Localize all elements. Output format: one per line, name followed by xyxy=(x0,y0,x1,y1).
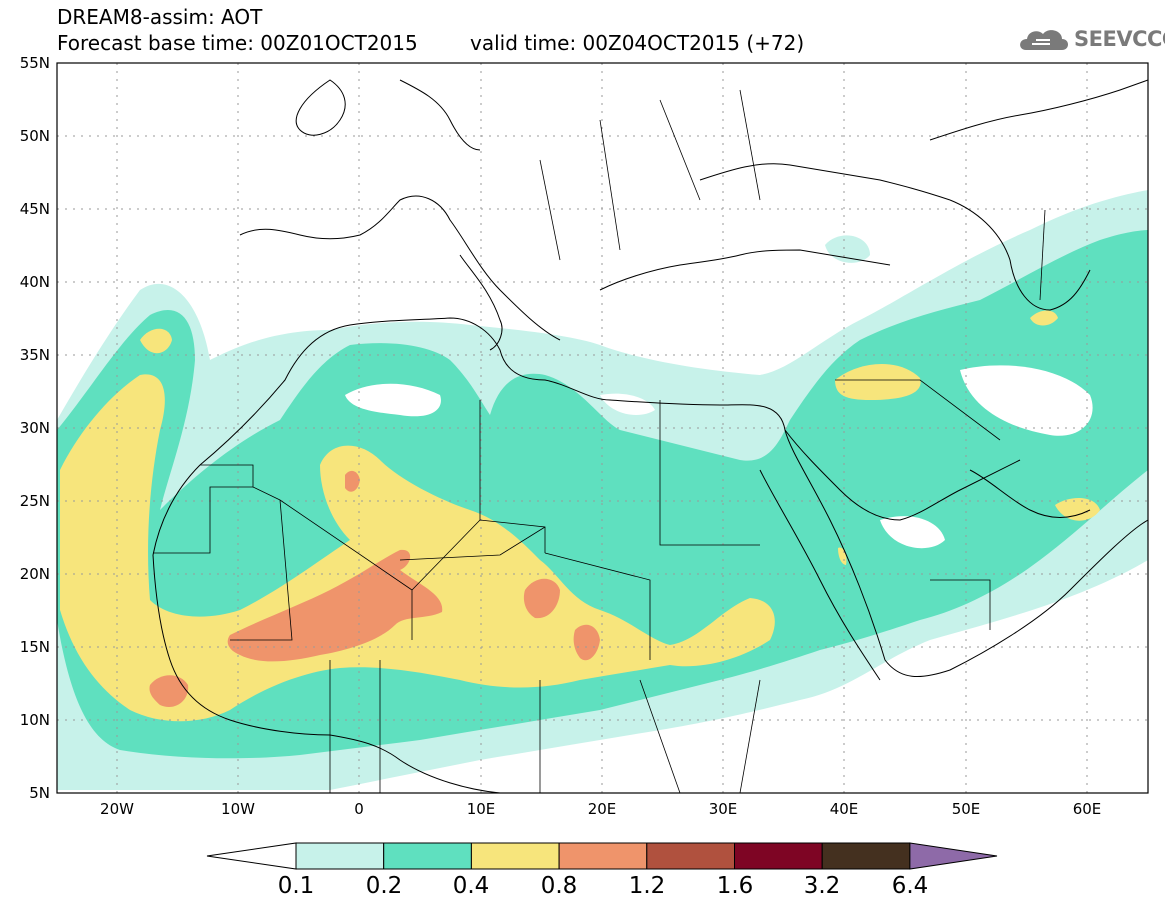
colorbar-label-0-2: 0.2 xyxy=(365,873,403,899)
lat-label-10n: 10N xyxy=(19,711,50,729)
lon-label-40e: 40E xyxy=(829,800,859,818)
coastlines xyxy=(152,79,1148,793)
colorbar-swatch-1-2 xyxy=(646,842,735,870)
colorbar-label-1-6: 1.6 xyxy=(716,873,754,899)
lat-label-25n: 25N xyxy=(19,492,50,510)
lon-label-50e: 50E xyxy=(951,800,981,818)
colorbar-over-triangle xyxy=(909,842,998,870)
lon-label-30e: 30E xyxy=(708,800,738,818)
colorbar-label-0-8: 0.8 xyxy=(540,873,578,899)
cloud-logo-icon xyxy=(1020,30,1068,50)
colorbar-label-3-2: 3.2 xyxy=(803,873,841,899)
country-borders xyxy=(153,89,1046,793)
colorbar-under-triangle xyxy=(206,842,297,870)
lat-label-5n: 5N xyxy=(29,784,50,802)
colorbar-label-0-4: 0.4 xyxy=(452,873,490,899)
logo-text: SEEVCCC xyxy=(1074,27,1165,51)
lon-label-0: 0 xyxy=(354,800,364,818)
lat-label-15n: 15N xyxy=(19,638,50,656)
colorbar-swatch-0-2 xyxy=(383,842,472,870)
colorbar-swatch-0-4 xyxy=(470,842,560,870)
lon-label-20w: 20W xyxy=(100,800,134,818)
aot-band-0-8 xyxy=(149,470,600,708)
colorbar-label-1-2: 1.2 xyxy=(628,873,666,899)
aot-clear-areas xyxy=(345,365,1093,549)
colorbar xyxy=(206,842,998,870)
colorbar-label-0-1: 0.1 xyxy=(277,873,315,899)
base-time-label: Forecast base time: 00Z01OCT2015 xyxy=(57,31,418,55)
lat-label-55n: 55N xyxy=(19,54,50,72)
colorbar-label-6-4: 6.4 xyxy=(891,873,929,899)
lon-label-60e: 60E xyxy=(1072,800,1102,818)
aot-field xyxy=(57,190,1148,790)
colorbar-swatch-0-8 xyxy=(558,842,648,870)
lon-label-20e: 20E xyxy=(587,800,617,818)
lat-label-20n: 20N xyxy=(19,565,50,583)
valid-time-label: valid time: 00Z04OCT2015 (+72) xyxy=(470,31,805,55)
map-title: DREAM8-assim: AOT xyxy=(57,5,263,29)
lon-label-10e: 10E xyxy=(466,800,496,818)
lon-label-10w: 10W xyxy=(221,800,255,818)
lat-label-40n: 40N xyxy=(19,273,50,291)
lat-label-30n: 30N xyxy=(19,419,50,437)
colorbar-swatch-0-1 xyxy=(295,842,385,870)
colorbar-swatch-1-6 xyxy=(734,842,823,870)
lat-label-50n: 50N xyxy=(19,127,50,145)
colorbar-swatch-3-2 xyxy=(821,842,911,870)
map-frame xyxy=(56,62,1149,794)
lat-label-45n: 45N xyxy=(19,200,50,218)
lat-label-35n: 35N xyxy=(19,346,50,364)
